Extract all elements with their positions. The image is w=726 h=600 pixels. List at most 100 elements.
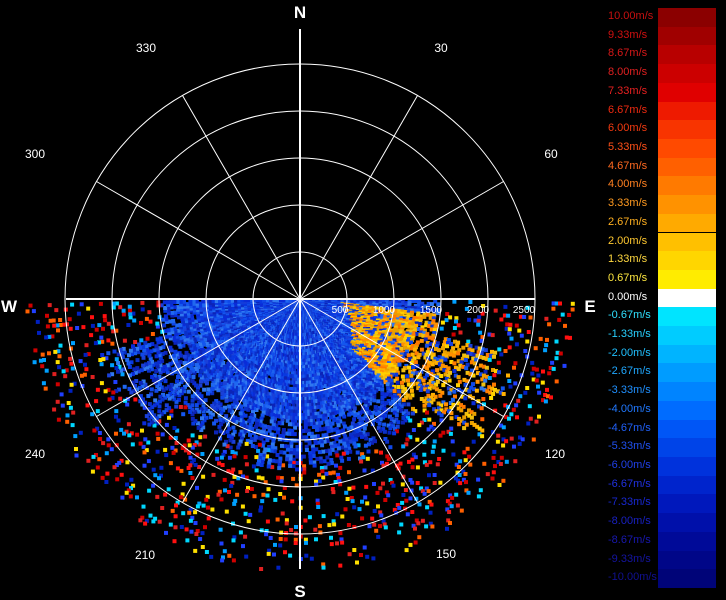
echo-cell bbox=[325, 439, 330, 444]
echo-cell bbox=[439, 366, 444, 371]
echo-cell bbox=[503, 304, 508, 309]
echo-cell bbox=[476, 350, 481, 355]
echo-cell bbox=[307, 406, 312, 411]
echo-cell bbox=[248, 422, 253, 427]
echo-cell bbox=[155, 494, 160, 499]
echo-cell bbox=[285, 457, 290, 462]
echo-cell bbox=[311, 421, 316, 426]
echo-cell bbox=[423, 304, 428, 309]
echo-cell bbox=[487, 376, 492, 380]
echo-cell bbox=[319, 437, 324, 441]
echo-cell bbox=[340, 458, 345, 463]
echo-cell bbox=[388, 478, 393, 482]
echo-cell bbox=[212, 421, 217, 426]
echo-cell bbox=[474, 345, 479, 350]
echo-cell bbox=[267, 445, 272, 449]
echo-cell bbox=[433, 356, 438, 361]
echo-cell bbox=[376, 399, 381, 404]
echo-cell bbox=[479, 386, 484, 391]
echo-cell bbox=[222, 449, 227, 454]
echo-cell bbox=[448, 431, 453, 436]
echo-cell bbox=[541, 398, 545, 403]
echo-cell bbox=[365, 432, 370, 437]
echo-cell bbox=[244, 424, 249, 429]
echo-cell bbox=[445, 351, 450, 356]
echo-cell bbox=[303, 406, 307, 411]
echo-cell bbox=[250, 444, 255, 448]
echo-cell bbox=[395, 404, 400, 409]
echo-cell bbox=[501, 443, 506, 448]
echo-cell bbox=[285, 418, 290, 423]
echo-cell bbox=[419, 369, 424, 374]
echo-cell bbox=[278, 537, 283, 541]
echo-cell bbox=[357, 507, 362, 512]
echo-cell bbox=[276, 414, 281, 419]
echo-cell bbox=[409, 340, 413, 345]
echo-cell bbox=[236, 476, 241, 481]
echo-cell bbox=[235, 492, 240, 497]
echo-cell bbox=[410, 308, 415, 313]
echo-cell bbox=[412, 331, 417, 336]
echo-cell bbox=[256, 435, 261, 440]
echo-cell bbox=[507, 327, 512, 332]
echo-cell bbox=[407, 301, 412, 306]
echo-cell bbox=[405, 393, 410, 398]
echo-cell bbox=[292, 384, 297, 388]
echo-cell bbox=[238, 418, 243, 423]
echo-cell bbox=[277, 420, 282, 425]
echo-cell bbox=[267, 548, 272, 553]
echo-cell bbox=[280, 418, 285, 423]
echo-cell bbox=[322, 459, 327, 464]
echo-cell bbox=[415, 332, 420, 336]
echo-cell bbox=[197, 442, 202, 447]
echo-cell bbox=[200, 452, 205, 456]
echo-cell bbox=[256, 402, 261, 406]
echo-cell bbox=[265, 425, 270, 429]
echo-cell bbox=[230, 410, 234, 415]
echo-cell bbox=[336, 446, 341, 451]
echo-cell bbox=[536, 373, 541, 378]
echo-cell bbox=[534, 367, 539, 372]
echo-cell bbox=[352, 417, 357, 422]
echo-cell bbox=[325, 455, 330, 460]
echo-cell bbox=[271, 423, 276, 428]
echo-cell bbox=[219, 541, 224, 546]
echo-cell bbox=[404, 343, 409, 348]
echo-cell bbox=[267, 461, 272, 466]
echo-cell bbox=[518, 435, 522, 440]
echo-cell bbox=[545, 337, 549, 342]
echo-cell bbox=[262, 427, 267, 432]
echo-cell bbox=[258, 429, 263, 434]
echo-cell bbox=[281, 463, 286, 468]
echo-cell bbox=[374, 321, 379, 326]
echo-cell bbox=[236, 395, 241, 400]
echo-cell bbox=[445, 507, 450, 512]
echo-cell bbox=[175, 466, 180, 471]
echo-cell bbox=[420, 385, 425, 390]
echo-cell bbox=[415, 381, 420, 386]
echo-cell bbox=[353, 342, 357, 347]
echo-cell bbox=[231, 418, 236, 423]
echo-cell bbox=[406, 378, 410, 383]
echo-cell bbox=[493, 408, 498, 413]
echo-cell bbox=[321, 360, 326, 365]
echo-cell bbox=[250, 384, 255, 389]
echo-cell bbox=[469, 415, 474, 420]
echo-cell bbox=[302, 400, 307, 405]
echo-cell bbox=[163, 492, 168, 497]
echo-cell bbox=[236, 445, 241, 450]
echo-cell bbox=[493, 350, 498, 355]
echo-cell bbox=[240, 419, 245, 424]
echo-cell bbox=[392, 410, 397, 415]
echo-cell bbox=[478, 363, 483, 368]
echo-cell bbox=[290, 428, 295, 433]
echo-cell bbox=[409, 313, 414, 318]
echo-cell bbox=[246, 407, 251, 412]
echo-cell bbox=[410, 325, 415, 330]
echo-cell bbox=[303, 422, 308, 427]
echo-cell bbox=[232, 396, 237, 401]
echo-cell bbox=[386, 399, 391, 403]
echo-cell bbox=[283, 550, 287, 555]
echo-cell bbox=[490, 333, 495, 338]
echo-cell bbox=[523, 390, 528, 395]
